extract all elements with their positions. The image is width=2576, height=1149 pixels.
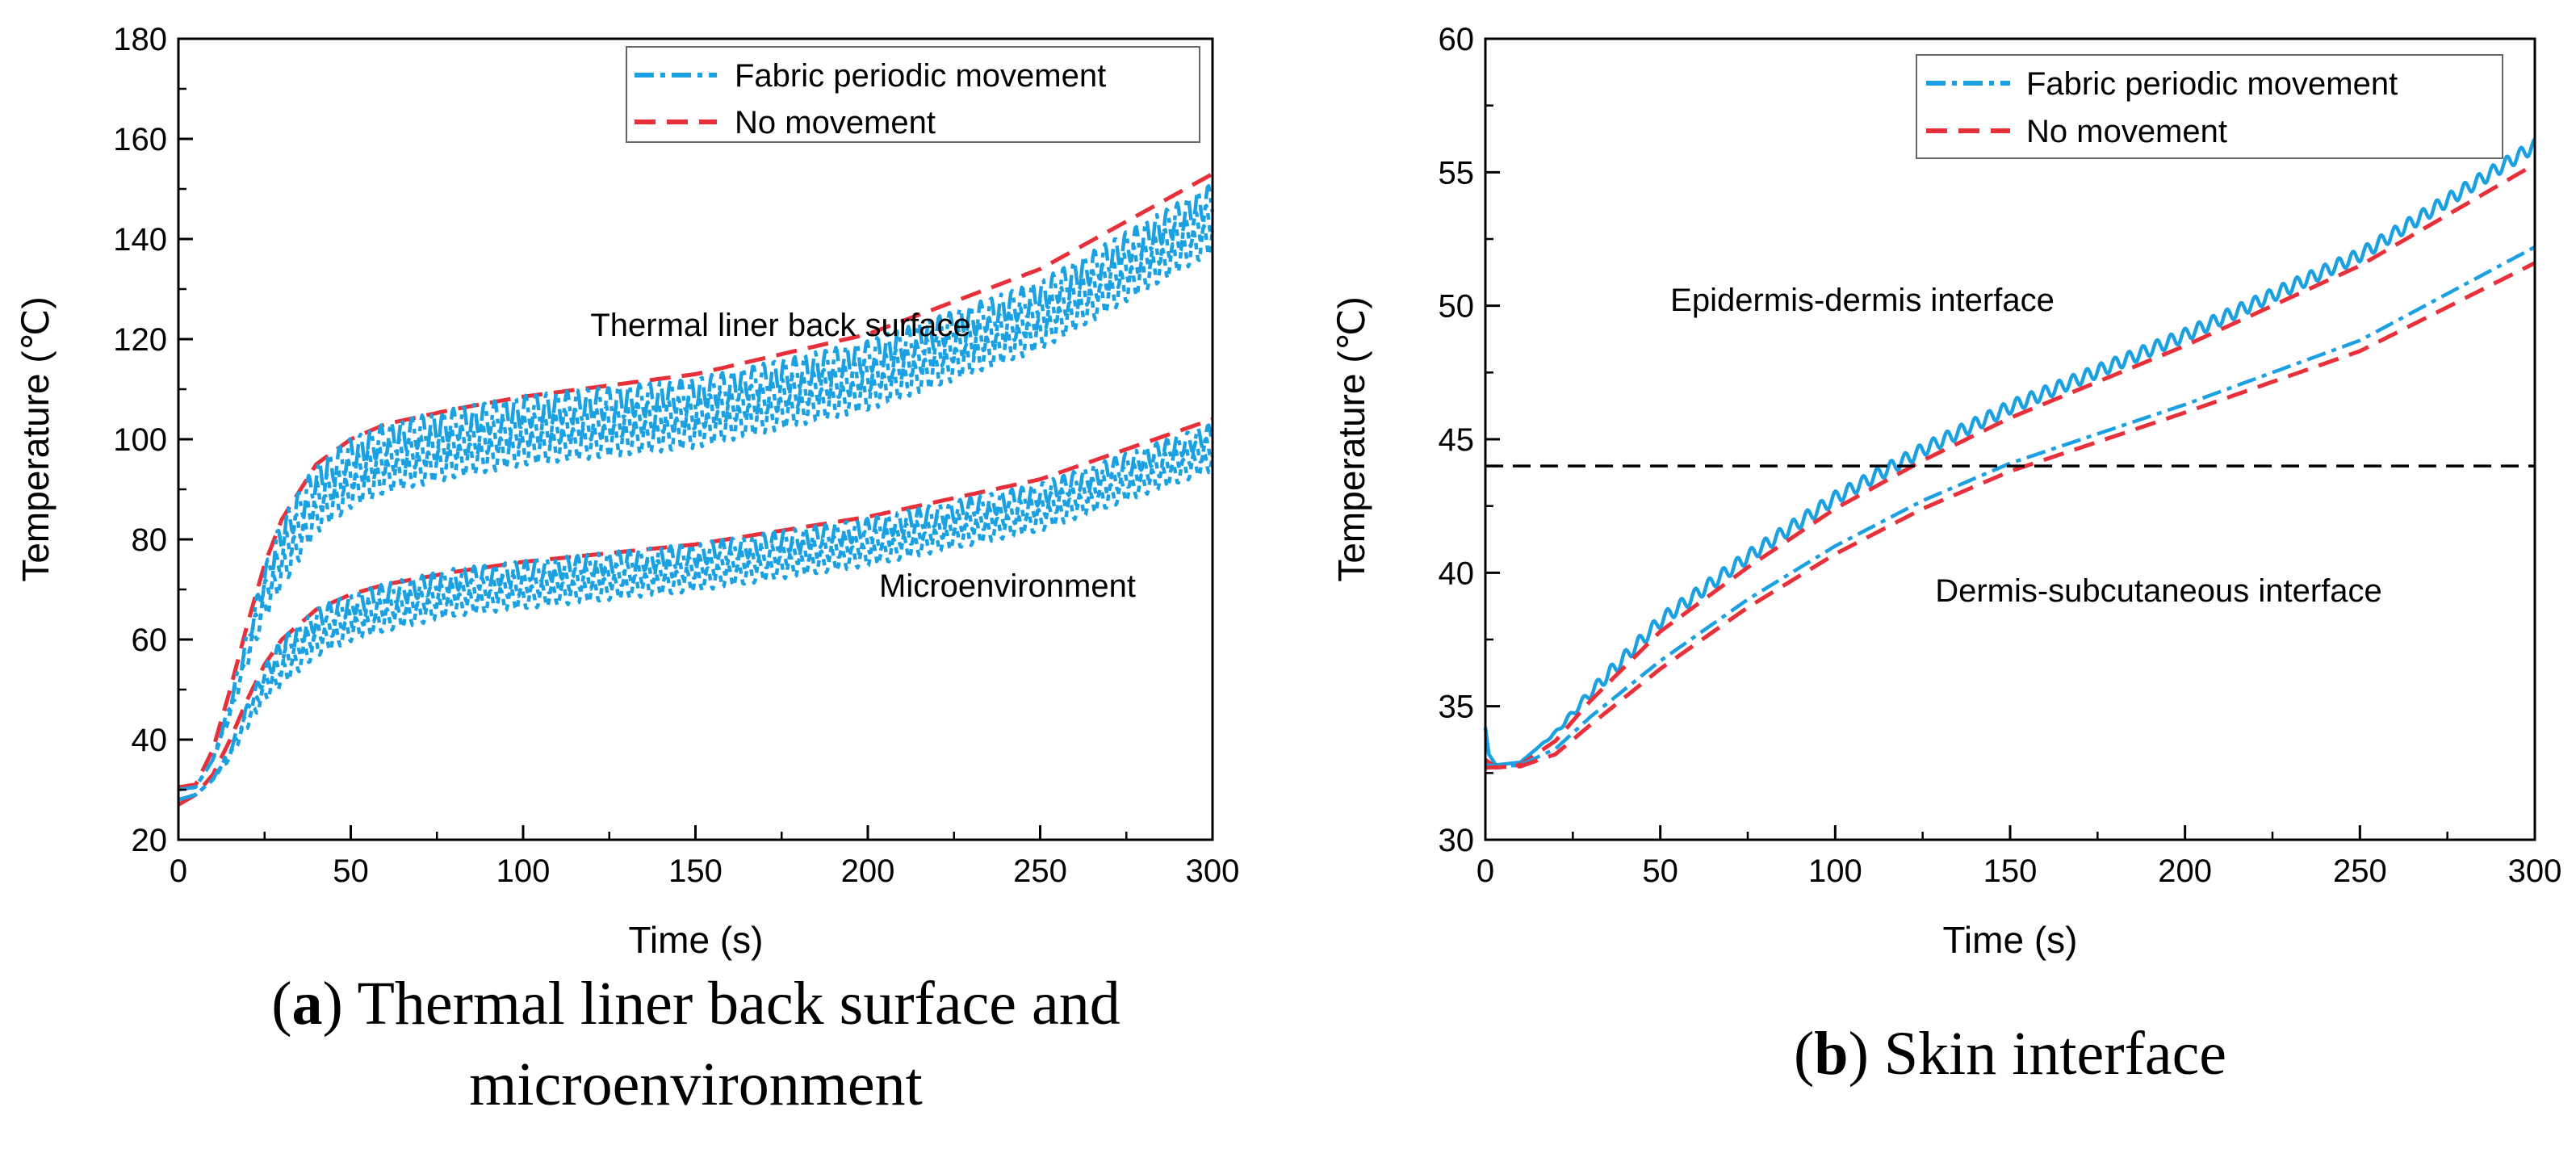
panel-a-y-tick-label: 60 xyxy=(132,623,168,658)
panel-a-x-tick-label: 250 xyxy=(1013,853,1067,889)
panel-a-caption-line-2: microenvironment xyxy=(469,1050,922,1118)
panel-a-series-line-3-0 xyxy=(178,423,1215,802)
panel-b-y-tick-label: 55 xyxy=(1439,155,1475,191)
panel-b-x-axis-label: Time (s) xyxy=(1943,919,2078,961)
panel-b-y-tick-label: 30 xyxy=(1439,823,1475,858)
panel-a-x-tick-label: 50 xyxy=(333,853,369,889)
panel-b-x-tick-label: 0 xyxy=(1476,853,1494,889)
panel-a-y-tick-label: 120 xyxy=(113,322,167,358)
panel-b-x-tick-label: 150 xyxy=(1983,853,2038,889)
panel-a-x-axis-label: Time (s) xyxy=(629,919,764,961)
panel-b-series-line-1 xyxy=(1484,162,2536,770)
panel-a-legend: Fabric periodic movement No movement xyxy=(626,46,1200,143)
panel-b-caption-text: ) Skin interface xyxy=(1849,1020,2226,1088)
panel-a-y-tick-label: 40 xyxy=(132,723,168,758)
panel-b-annotation-epidermis-dermis: Epidermis-dermis interface xyxy=(1670,283,2055,318)
panel-b-legend-box xyxy=(1916,54,2503,159)
panel-a-x-tick-label: 150 xyxy=(668,853,723,889)
panel-b-plot-frame xyxy=(1484,37,2536,841)
panel-a-x-tick-label: 100 xyxy=(496,853,551,889)
panel-a-x-tick-label: 0 xyxy=(170,853,187,889)
panel-a-legend-label-fabric: Fabric periodic movement xyxy=(735,58,1106,94)
panel-a-series-group xyxy=(177,172,1215,807)
panel-b-series-line-3 xyxy=(1485,261,2536,770)
panel-b-caption-letter: b xyxy=(1814,1020,1848,1088)
panel-a-annotation-thermal-liner: Thermal liner back surface xyxy=(590,308,970,343)
panel-a-series-line-2 xyxy=(177,417,1213,807)
panel-a-y-tick-label: 100 xyxy=(113,422,167,458)
panel-b-y-tick-label: 50 xyxy=(1439,289,1475,325)
panel-b-legend-label-fabric: Fabric periodic movement xyxy=(2026,66,2398,102)
panel-b-y-tick-label: 45 xyxy=(1439,422,1475,458)
panel-b-y-tick-label: 35 xyxy=(1439,690,1475,725)
panel-a-series-line-1-2 xyxy=(178,224,1215,792)
panel-b-series-group xyxy=(1483,138,2536,770)
panel-b-y-axis-label: Temperature (℃) xyxy=(1330,296,1372,581)
panel-a-caption-letter: a xyxy=(292,970,323,1038)
panel-a-y-axis-label: Temperature (℃) xyxy=(15,296,57,581)
panel-b-annotation-dermis-subcutaneous: Dermis-subcutaneous interface xyxy=(1935,573,2382,609)
panel-b-caption: (b) Skin interface xyxy=(1794,1020,2226,1088)
panel-b-legend-label-no-movement: No movement xyxy=(2026,114,2227,149)
panel-a-caption-text: ) Thermal liner back surface and xyxy=(323,970,1120,1038)
panel-a-y-tick-label: 20 xyxy=(132,823,168,858)
panel-a-caption: (a) Thermal liner back surface and xyxy=(271,970,1120,1038)
panel-b-x-tick-label: 200 xyxy=(2158,853,2212,889)
panel-b-x-tick-label: 300 xyxy=(2508,853,2562,889)
panel-a-y-tick-label: 80 xyxy=(132,522,168,558)
panel-a-series-line-3-2 xyxy=(178,450,1215,802)
panel-b-series-line-2 xyxy=(1485,245,2536,769)
panel-a-tick-group: 0 50 100 150 200 250 300 20 40 60 80 100 120 140 160 18… xyxy=(113,22,1239,889)
panel-b-tick-group: 0 50 100 150 200 250 300 30 35 40 45 50 55 60 xyxy=(1439,22,2562,889)
panel-b-chart: 0 50 100 150 200 250 300 30 35 40 45 50 55 60 Time (s… xyxy=(1330,22,2561,1088)
panel-a-annotation-microenvironment: Microenvironment xyxy=(879,568,1136,604)
panel-a-plot-frame xyxy=(177,37,1214,841)
panel-b-series-line-0 xyxy=(1483,138,2536,767)
panel-a-x-tick-label: 200 xyxy=(841,853,895,889)
panel-a-x-tick-label: 300 xyxy=(1186,853,1240,889)
panel-a-legend-box xyxy=(626,46,1200,143)
panel-b-x-tick-label: 250 xyxy=(2333,853,2387,889)
panel-a-legend-label-no-movement: No movement xyxy=(735,105,936,140)
panel-a-series-line-1-0 xyxy=(178,183,1215,792)
panel-a-chart: 0 50 100 150 200 250 300 20 40 60 80 100 120 140 160 18… xyxy=(15,22,1239,1118)
panel-a-y-tick-label: 140 xyxy=(113,222,167,258)
panel-b-y-tick-label: 40 xyxy=(1439,556,1475,591)
panel-a-y-tick-label: 180 xyxy=(113,22,167,57)
panel-a-y-tick-label: 160 xyxy=(113,122,167,157)
panel-b-x-tick-label: 100 xyxy=(1808,853,1862,889)
panel-b-y-tick-label: 60 xyxy=(1439,22,1475,57)
panel-b-legend: Fabric periodic movement No movement xyxy=(1916,54,2503,159)
panel-b-x-tick-label: 50 xyxy=(1642,853,1678,889)
